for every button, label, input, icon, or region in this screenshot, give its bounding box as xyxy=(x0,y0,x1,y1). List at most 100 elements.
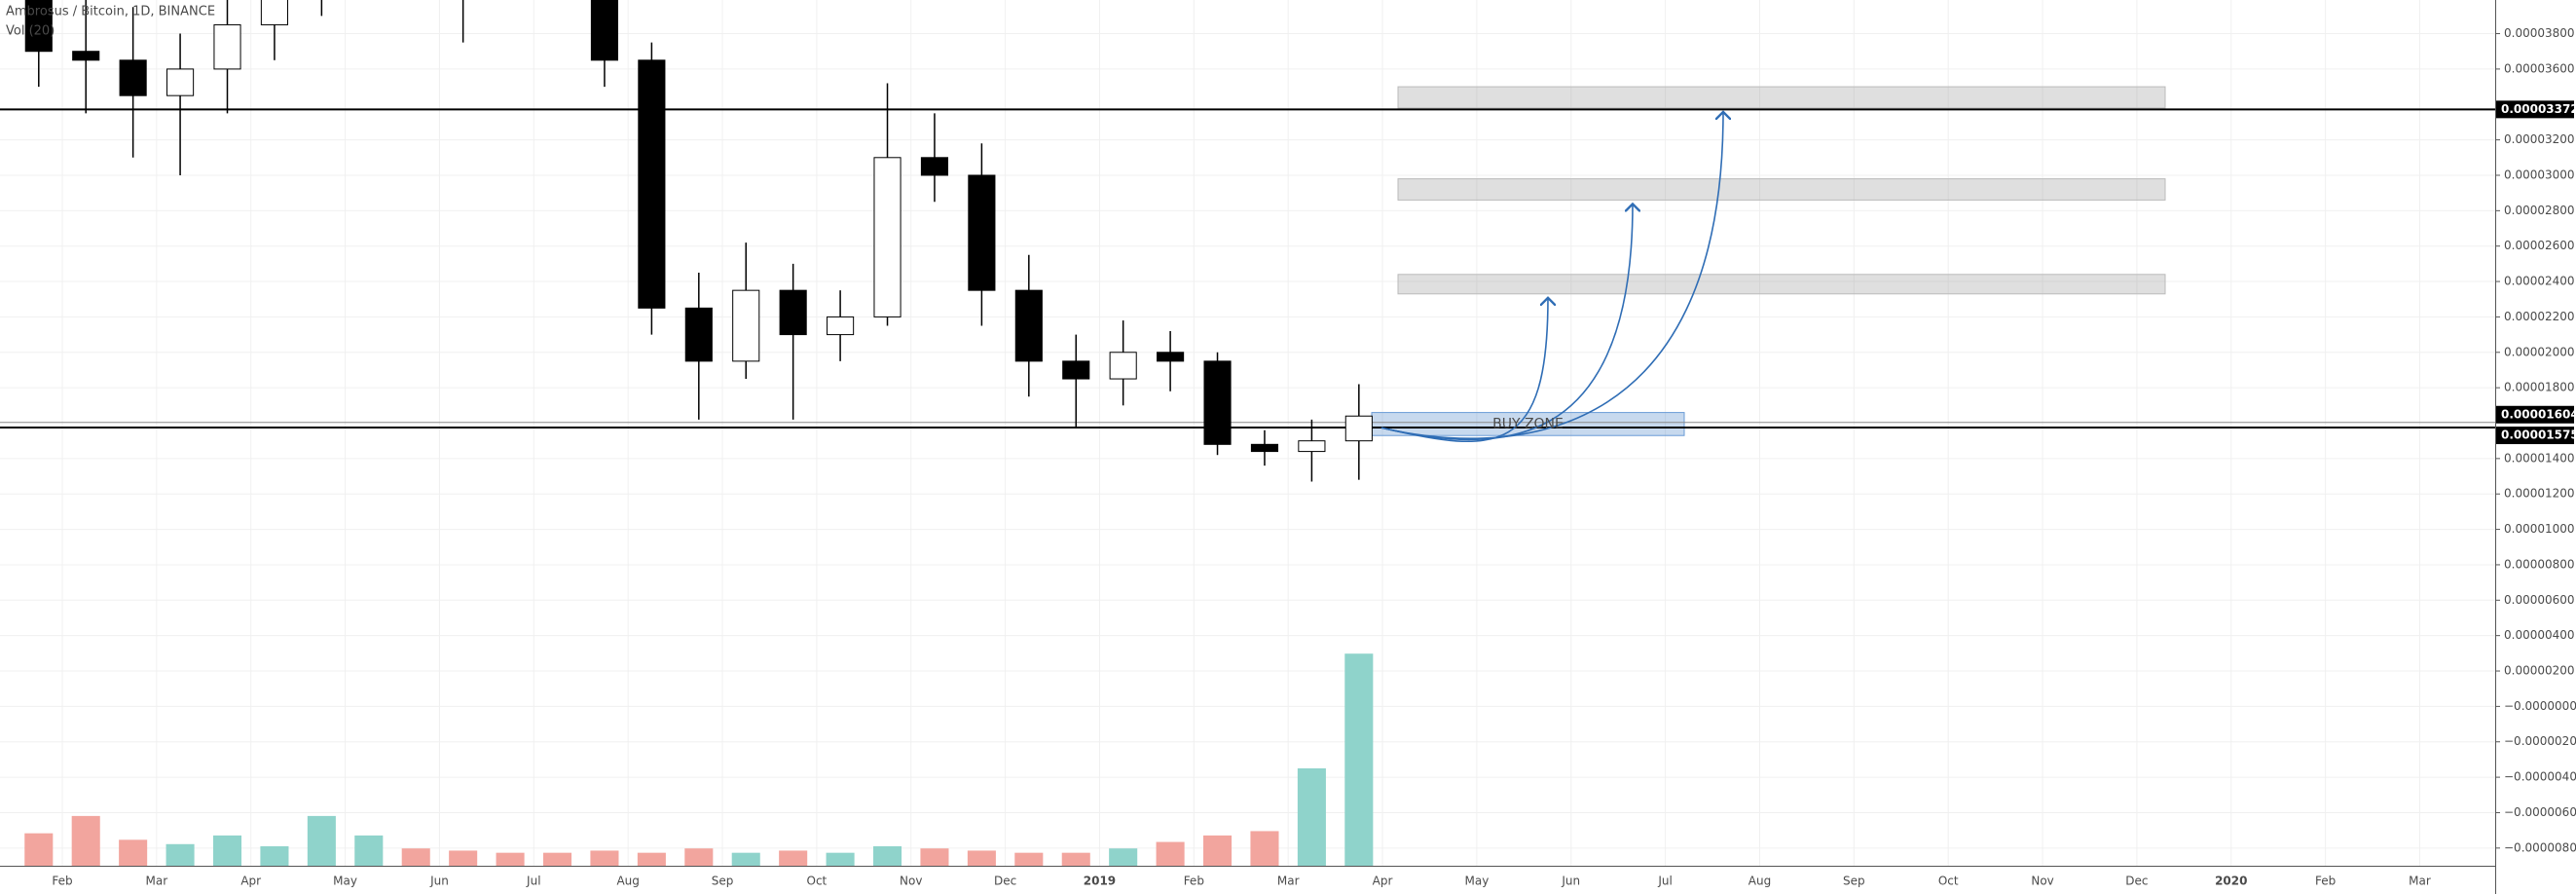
volume-bar xyxy=(496,852,525,866)
volume-bar xyxy=(637,852,666,866)
x-tick-label: Mar xyxy=(2409,875,2431,888)
y-tick-label: −0.00000400 xyxy=(2504,770,2576,784)
volume-bar xyxy=(1297,767,1326,866)
x-tick-label: Mar xyxy=(1277,875,1300,888)
volume-bar xyxy=(779,850,808,866)
candle-body xyxy=(779,289,807,336)
volume-bar xyxy=(684,848,714,866)
y-tick-label: −0.00000600 xyxy=(2504,805,2576,819)
buy-zone-label: BUY ZONE xyxy=(1492,416,1564,431)
volume-bar xyxy=(166,843,195,866)
x-tick-label: Oct xyxy=(1938,875,1959,888)
arrow xyxy=(1380,112,1723,439)
y-tick-label: 0.00002800 xyxy=(2504,204,2575,217)
y-tick-label: 0.00001400 xyxy=(2504,451,2575,465)
candle-body xyxy=(684,307,713,362)
y-tick-label: 0.00000800 xyxy=(2504,557,2575,571)
volume-bar xyxy=(967,850,996,866)
volume-bar xyxy=(354,835,384,866)
y-tick-label: 0.00000200 xyxy=(2504,664,2575,678)
volume-bar xyxy=(401,848,430,866)
volume-bar xyxy=(307,815,336,866)
candle-body xyxy=(1203,360,1232,445)
x-tick-label: Feb xyxy=(2315,875,2336,888)
y-tick-label: −0.00000000 xyxy=(2504,699,2576,713)
x-tick-label: Jun xyxy=(429,875,449,888)
volume-bar xyxy=(1014,852,1044,866)
y-tick-label: 0.00002400 xyxy=(2504,275,2575,288)
volume-bar xyxy=(24,833,54,866)
x-tick-label: Nov xyxy=(2031,875,2053,888)
y-tick-label: 0.00000600 xyxy=(2504,593,2575,607)
candle-body xyxy=(72,51,100,61)
x-tick-label: Aug xyxy=(616,875,639,888)
candle-body xyxy=(119,59,147,96)
target-zone xyxy=(1397,178,2166,201)
y-tick-label: 0.00003200 xyxy=(2504,132,2575,146)
volume-bar xyxy=(1203,835,1233,866)
volume-bar xyxy=(1156,841,1185,866)
candle-body xyxy=(260,0,288,25)
x-tick-label: 2019 xyxy=(1084,875,1116,888)
price-label-box xyxy=(2496,405,2574,424)
volume-bar xyxy=(826,852,855,866)
volume-bar xyxy=(731,852,760,866)
price-label: 0.00003372 xyxy=(2501,102,2576,116)
volume-bar xyxy=(590,850,619,866)
volume-bar xyxy=(449,850,478,866)
x-tick-label: Jun xyxy=(1561,875,1580,888)
chart-title: Ambrosus / Bitcoin, 1D, BINANCE xyxy=(6,5,215,19)
y-tick-label: −0.00000200 xyxy=(2504,734,2576,748)
y-tick-label: −0.00000800 xyxy=(2504,840,2576,854)
candle-body xyxy=(1344,415,1373,442)
volume-bar xyxy=(71,815,100,866)
candle-body xyxy=(213,23,241,70)
x-tick-label: Apr xyxy=(1373,875,1393,888)
volume-bar xyxy=(212,835,242,866)
x-tick-label: Oct xyxy=(807,875,828,888)
candle-body xyxy=(873,157,902,317)
y-tick-label: 0.00003000 xyxy=(2504,168,2575,181)
y-tick-label: 0.00002600 xyxy=(2504,239,2575,252)
candle-body xyxy=(590,0,619,61)
grid xyxy=(0,0,2495,866)
y-tick-label: 0.00000400 xyxy=(2504,628,2575,642)
x-tick-label: May xyxy=(333,875,357,888)
x-tick-label: Sep xyxy=(1843,875,1865,888)
volume-bar xyxy=(920,848,949,866)
y-tick-label: 0.00002000 xyxy=(2504,345,2575,358)
price-label: 0.00001604 xyxy=(2501,407,2576,421)
candle-body xyxy=(827,316,855,336)
price-label-box xyxy=(2496,100,2574,119)
x-tick-label: Feb xyxy=(1184,875,1204,888)
candle-body xyxy=(1298,440,1326,453)
candle-body xyxy=(24,0,53,53)
y-tick-label: 0.00001800 xyxy=(2504,381,2575,394)
x-tick-label: 2020 xyxy=(2215,875,2247,888)
volume-bar xyxy=(1344,653,1374,866)
x-tick-label: Jul xyxy=(1657,875,1672,888)
y-tick-label: 0.00003600 xyxy=(2504,61,2575,75)
arrow xyxy=(1380,298,1548,442)
arrow xyxy=(1380,204,1633,441)
volume-bar xyxy=(1109,848,1138,866)
y-tick-label: 0.00001000 xyxy=(2504,522,2575,536)
volume-bar xyxy=(872,845,902,866)
x-tick-label: Mar xyxy=(146,875,168,888)
x-tick-label: Sep xyxy=(712,875,734,888)
candle-body xyxy=(1157,352,1185,362)
price-label: 0.00001575 xyxy=(2501,428,2576,442)
y-tick-label: 0.00001200 xyxy=(2504,487,2575,501)
candle-body xyxy=(1062,360,1090,380)
candle-body xyxy=(638,59,666,309)
x-tick-label: May xyxy=(1464,875,1489,888)
x-tick-label: Aug xyxy=(1748,875,1771,888)
volume-bar xyxy=(1061,852,1090,866)
axes: 0.00003800 0.00003600 0.00003200 0.00003000… xyxy=(52,26,2576,887)
volume-label: Vol (20) xyxy=(6,24,55,39)
candle-body xyxy=(1250,443,1279,453)
target-zone xyxy=(1397,274,2166,295)
x-tick-label: Apr xyxy=(240,875,261,888)
plot-area: BUY ZONE xyxy=(0,0,2495,866)
